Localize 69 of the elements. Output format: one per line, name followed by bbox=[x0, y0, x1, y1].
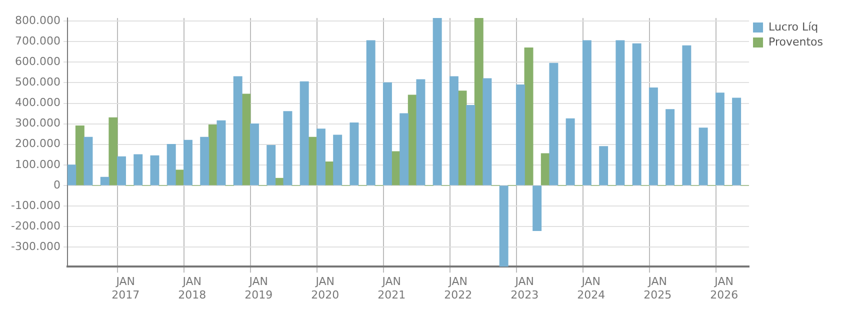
bar bbox=[516, 84, 525, 186]
bar bbox=[732, 98, 742, 186]
bar bbox=[698, 128, 708, 186]
bar bbox=[416, 79, 426, 186]
bar bbox=[549, 62, 558, 186]
y-tick-label: -200.000 bbox=[10, 219, 60, 232]
x-tick-label: JAN 2023 bbox=[510, 275, 539, 302]
bar bbox=[300, 81, 309, 186]
bar bbox=[84, 136, 93, 186]
bar bbox=[200, 136, 210, 186]
y-tick-label: -300.000 bbox=[10, 240, 60, 253]
y-tick-label: 600.000 bbox=[14, 55, 60, 68]
y-tick-label: 0 bbox=[53, 178, 60, 192]
bar bbox=[582, 40, 592, 186]
y-tick-label: 300.000 bbox=[14, 116, 60, 130]
bar bbox=[100, 176, 110, 186]
bar bbox=[134, 154, 143, 186]
bar bbox=[599, 146, 608, 186]
bar bbox=[350, 122, 359, 186]
bar bbox=[449, 76, 458, 186]
y-tick-label: 800.000 bbox=[14, 14, 60, 27]
x-tick-label: JAN 2021 bbox=[378, 275, 406, 302]
bar bbox=[333, 134, 342, 186]
bar bbox=[466, 104, 476, 186]
bar bbox=[432, 18, 442, 186]
bar bbox=[382, 82, 392, 186]
y-tick-label: 700.000 bbox=[14, 34, 60, 48]
bar bbox=[150, 155, 160, 186]
bar bbox=[366, 40, 376, 186]
y-tick-label: 400.000 bbox=[14, 96, 60, 110]
bar bbox=[632, 43, 642, 186]
x-tick-label: JAN 2026 bbox=[710, 275, 738, 302]
bar bbox=[183, 140, 192, 186]
x-tick-label: JAN 2025 bbox=[644, 275, 672, 302]
legend-label: Lucro Líq bbox=[768, 20, 818, 34]
x-tick-label: JAN 2017 bbox=[112, 275, 140, 302]
bar bbox=[616, 40, 625, 186]
bar bbox=[524, 47, 534, 186]
bar bbox=[233, 76, 242, 186]
bar bbox=[316, 128, 326, 186]
bar bbox=[108, 117, 118, 186]
x-tick-label: JAN 2018 bbox=[178, 275, 206, 302]
bar bbox=[532, 186, 542, 231]
bar bbox=[499, 186, 508, 267]
bar bbox=[400, 113, 409, 186]
y-tick-label: 200.000 bbox=[14, 137, 60, 150]
bar bbox=[216, 120, 226, 186]
bar bbox=[482, 78, 492, 186]
bar bbox=[117, 156, 126, 186]
y-tick-label: 500.000 bbox=[14, 76, 60, 89]
x-tick-label: JAN 2022 bbox=[444, 275, 472, 302]
bar bbox=[682, 45, 692, 186]
bar bbox=[67, 164, 76, 186]
bar bbox=[75, 126, 84, 186]
y-tick-label: 100.000 bbox=[14, 158, 60, 171]
bar bbox=[283, 111, 292, 186]
bar bbox=[250, 123, 259, 186]
bar bbox=[566, 118, 575, 186]
x-tick-label: JAN 2020 bbox=[311, 275, 340, 302]
legend-label: Proventos bbox=[768, 35, 824, 48]
bar bbox=[266, 145, 276, 186]
x-tick-label: JAN 2019 bbox=[244, 275, 273, 302]
y-tick-label: -100.000 bbox=[10, 198, 60, 212]
bar bbox=[715, 92, 724, 186]
x-tick-label: JAN 2024 bbox=[577, 275, 606, 302]
bar bbox=[648, 88, 658, 186]
bar bbox=[666, 109, 675, 186]
bar bbox=[166, 144, 176, 186]
bar bbox=[474, 18, 484, 186]
